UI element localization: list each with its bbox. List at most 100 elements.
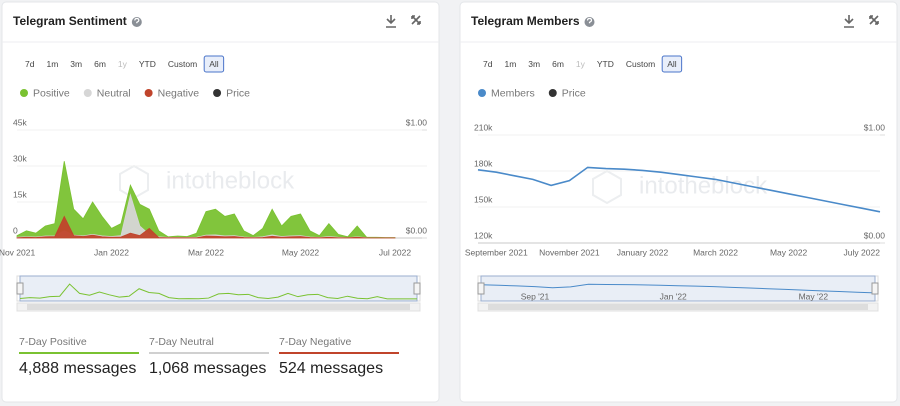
y2-tick-label: $1.00 <box>406 117 428 127</box>
navigator-handle[interactable] <box>477 282 485 295</box>
legend-marker[interactable] <box>478 89 486 97</box>
y2-tick-label: $1.00 <box>864 122 886 132</box>
stat-value: 524 messages <box>279 360 383 377</box>
series-line <box>477 166 881 213</box>
navigator-handle[interactable] <box>871 282 879 295</box>
range-button[interactable] <box>591 56 619 72</box>
range-button[interactable] <box>133 56 161 72</box>
range-button-label[interactable]: YTD <box>139 59 156 69</box>
stat-label: 7-Day Negative <box>279 336 352 348</box>
range-button[interactable] <box>65 56 88 72</box>
range-button[interactable] <box>89 56 111 72</box>
x-tick-label: Mar 2022 <box>188 247 224 257</box>
series-area <box>16 161 396 239</box>
range-button-label[interactable]: 3m <box>70 59 82 69</box>
series-area <box>16 215 396 239</box>
legend-marker[interactable] <box>20 89 28 97</box>
x-tick-label: Jan 2022 <box>94 247 129 257</box>
navigator-handle[interactable] <box>16 282 24 295</box>
legend-marker[interactable] <box>83 89 92 97</box>
legend-marker[interactable] <box>144 89 153 97</box>
stat-value: 4,888 messages <box>19 360 136 377</box>
stat-value: 1,068 messages <box>149 360 266 377</box>
scrollbar-thumb[interactable] <box>488 304 868 310</box>
legend-label[interactable]: Price <box>226 87 250 99</box>
x-tick-label: Nov 2021 <box>0 247 35 257</box>
range-button-label[interactable]: Custom <box>168 59 197 69</box>
range-button-label[interactable]: 7d <box>25 59 35 69</box>
range-button[interactable] <box>523 56 546 72</box>
range-button-label[interactable]: All <box>667 59 677 69</box>
scrollbar-thumb[interactable] <box>27 304 410 310</box>
range-button-label[interactable]: 1y <box>118 59 128 69</box>
y-tick-label: 150k <box>474 194 493 204</box>
y-tick-label: 180k <box>474 158 493 168</box>
range-button[interactable] <box>478 56 498 72</box>
navigator-selection[interactable] <box>19 275 418 302</box>
help-mark <box>586 17 593 24</box>
legend-label[interactable]: Price <box>562 87 586 99</box>
y-tick-label: 0 <box>13 225 18 235</box>
range-button-label[interactable]: 1m <box>504 59 516 69</box>
navigator-handle[interactable] <box>413 282 421 295</box>
y-tick-label: 15k <box>13 189 27 199</box>
stat-label: 7-Day Neutral <box>149 336 214 348</box>
range-button[interactable] <box>620 56 661 72</box>
range-button-label[interactable]: 1m <box>46 59 58 69</box>
legend-label[interactable]: Positive <box>33 87 70 99</box>
range-button[interactable] <box>203 55 225 73</box>
x-tick-label: January 2022 <box>617 247 669 257</box>
range-button-label[interactable]: 6m <box>552 59 564 69</box>
range-button-label[interactable]: 3m <box>528 59 540 69</box>
legend-marker[interactable] <box>213 89 222 97</box>
y-tick-label: 45k <box>13 117 27 127</box>
range-button[interactable] <box>41 56 64 72</box>
range-button[interactable] <box>162 56 203 72</box>
x-tick-label: Jul 2022 <box>379 247 411 257</box>
y2-tick-label: $0.00 <box>406 225 428 235</box>
help-mark <box>134 17 140 24</box>
range-button[interactable] <box>112 56 132 72</box>
watermark-logo <box>592 169 622 205</box>
expand-icon[interactable] <box>411 15 421 25</box>
range-button[interactable] <box>20 56 40 72</box>
y-tick-label: 30k <box>13 153 27 163</box>
navigator-label: May '22 <box>799 291 829 301</box>
range-button[interactable] <box>661 55 683 73</box>
x-tick-label: May 2022 <box>770 247 808 257</box>
stat-label: 7-Day Positive <box>19 336 87 348</box>
x-tick-label: July 2022 <box>844 247 881 257</box>
legend-label[interactable]: Negative <box>158 87 200 99</box>
range-button-label[interactable]: 1y <box>576 59 586 69</box>
watermark: intotheblock <box>166 167 295 194</box>
card <box>459 1 898 403</box>
download-icon[interactable] <box>844 15 854 28</box>
legend-label[interactable]: Neutral <box>97 87 131 99</box>
legend-label[interactable]: Members <box>491 87 535 99</box>
range-button[interactable] <box>499 56 522 72</box>
range-button[interactable] <box>570 56 590 72</box>
navigator-label: Jan '22 <box>660 291 687 301</box>
range-button-label[interactable]: 6m <box>94 59 106 69</box>
download-icon[interactable] <box>386 15 396 28</box>
y-tick-label: 120k <box>474 230 493 240</box>
range-button[interactable] <box>547 56 569 72</box>
expand-icon[interactable] <box>869 15 879 25</box>
panel-title: Telegram Members <box>471 14 580 28</box>
y2-tick-label: $0.00 <box>864 230 886 240</box>
range-button-label[interactable]: Custom <box>626 59 655 69</box>
navigator-line <box>19 283 417 300</box>
navigator-label: Sep '21 <box>521 291 550 301</box>
x-tick-label: November 2021 <box>539 247 600 257</box>
range-button-label[interactable]: All <box>209 59 219 69</box>
y-tick-label: 210k <box>474 122 493 132</box>
x-tick-label: September 2021 <box>465 247 528 257</box>
range-button-label[interactable]: 7d <box>483 59 493 69</box>
range-button-label[interactable]: YTD <box>597 59 614 69</box>
legend-marker[interactable] <box>548 89 557 97</box>
navigator-line <box>480 283 876 294</box>
x-tick-label: March 2022 <box>693 247 738 257</box>
panel-title: Telegram Sentiment <box>13 14 127 28</box>
